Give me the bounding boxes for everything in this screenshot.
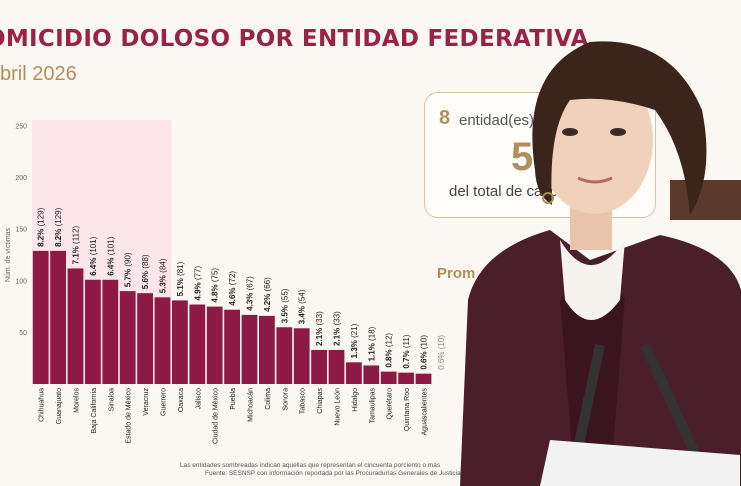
bar — [241, 314, 258, 384]
bar-value-label: 3.4% (54) — [298, 289, 307, 324]
bar — [189, 304, 206, 384]
x-tick-label: Veracruz — [143, 388, 150, 416]
chart-subtitle: bril 2026 — [0, 63, 77, 85]
bar — [293, 328, 310, 384]
card-count: 8 — [439, 107, 451, 129]
x-tick-label: Tabasco — [300, 388, 307, 414]
bar-value-label: 4.2% (66) — [263, 277, 272, 312]
bar — [259, 315, 275, 384]
x-tick-label: Ciudad de México — [213, 388, 220, 444]
x-tick-label: Querétaro — [387, 388, 394, 420]
y-tick-label: 50 — [19, 330, 27, 337]
y-tick-label: 250 — [15, 124, 27, 131]
x-tick-label: Hidalgo — [352, 388, 359, 412]
bar — [67, 268, 84, 384]
y-tick-label: 200 — [15, 175, 27, 182]
y-tick-label: 150 — [15, 227, 27, 234]
x-tick-label: Chiapas — [317, 388, 324, 414]
bar-value-label: 2.1% (33) — [315, 311, 324, 346]
hair — [532, 41, 707, 216]
bar — [363, 365, 380, 384]
card-count-label: entidad(es) — [459, 112, 535, 129]
x-tick-label: Baja California — [91, 388, 98, 434]
bar — [102, 279, 119, 384]
bar-value-label: 6.4% (101) — [106, 236, 115, 275]
footnote-source: Fuente: SESNSP con información reportada… — [205, 470, 461, 477]
x-tick-label: Sinaloa — [108, 388, 115, 411]
bar-value-label: 5.3% (84) — [159, 258, 168, 293]
bar-value-label: 1.3% (21) — [350, 323, 359, 358]
bar — [311, 349, 327, 384]
x-tick-label: Chihuahua — [39, 388, 46, 422]
x-tick-label: Aguascalientes — [422, 388, 429, 436]
bar — [85, 279, 101, 384]
bar — [154, 297, 171, 384]
bar-value-label: 5.7% (90) — [124, 252, 133, 287]
bar — [380, 371, 397, 384]
x-tick-label: Puebla — [230, 388, 237, 410]
bar-value-label: 0.6% (10) — [420, 335, 429, 370]
bar — [398, 372, 414, 384]
bar-value-label: 8.2% (129) — [54, 207, 63, 246]
bar-value-label: 5.1% (81) — [176, 261, 185, 296]
y-tick-label: 100 — [15, 278, 27, 285]
bar-value-label: 8.2% (129) — [37, 207, 46, 246]
bar — [119, 291, 136, 384]
shirt — [560, 240, 625, 320]
bar-value-label: 7.1% (112) — [72, 226, 81, 265]
bar-value-label: 4.3% (67) — [246, 276, 255, 311]
bar — [50, 250, 66, 384]
bar-value-label: 1.1% (18) — [367, 326, 376, 361]
footnote-shading: Las entidades sombreadas indican aquella… — [180, 462, 441, 469]
papers — [540, 440, 740, 486]
bar-value-label: 4.8% (75) — [211, 268, 220, 303]
x-tick-label: Quintana Roo — [404, 388, 411, 431]
x-tick-label: Tamaulipas — [369, 388, 376, 424]
bar-value-label: 0.7% (11) — [402, 334, 411, 368]
bar-value-label: 3.5% (55) — [280, 288, 289, 323]
x-tick-label: Morelos — [74, 388, 81, 413]
x-tick-label: Estado de México — [126, 388, 133, 444]
bar — [276, 327, 293, 384]
partial-value-label: 0.6% (10) — [437, 335, 446, 370]
bar — [224, 309, 240, 384]
bar-value-label: 4.6% (72) — [228, 271, 237, 306]
x-tick-label: Guerrero — [161, 388, 168, 416]
bar — [137, 293, 153, 384]
bar-value-label: 4.9% (77) — [193, 266, 202, 301]
card-footer: del total de caso — [449, 183, 559, 200]
x-tick-label: Nuevo León — [335, 388, 342, 426]
prom-label: Prom — [437, 265, 476, 282]
background-panel — [670, 180, 741, 220]
bar — [328, 349, 345, 384]
bar-value-label: 5.6% (88) — [141, 254, 150, 289]
bar-value-label: 6.4% (101) — [89, 236, 98, 275]
card-big-value: 5 — [511, 135, 534, 179]
chart-title: OMICIDIO DOLOSO POR ENTIDAD FEDERATIVA — [0, 26, 589, 52]
bar — [172, 300, 188, 384]
bar — [346, 362, 362, 384]
speaker-photo — [460, 41, 741, 486]
bar — [32, 250, 49, 384]
bar-value-label: 0.8% (12) — [385, 333, 394, 368]
y-axis-label: Núm. de víctimas — [5, 227, 12, 282]
x-tick-label: Colima — [265, 388, 272, 410]
x-tick-label: Jalisco — [195, 388, 202, 410]
x-tick-label: Michoacán — [248, 388, 255, 422]
x-tick-label: Guanajuato — [56, 388, 63, 424]
bar — [415, 373, 432, 384]
bar-value-label: 2.1% (33) — [333, 311, 342, 346]
x-tick-label: Oaxaca — [178, 388, 185, 412]
x-tick-label: Sonora — [282, 388, 289, 411]
bar — [206, 306, 223, 384]
